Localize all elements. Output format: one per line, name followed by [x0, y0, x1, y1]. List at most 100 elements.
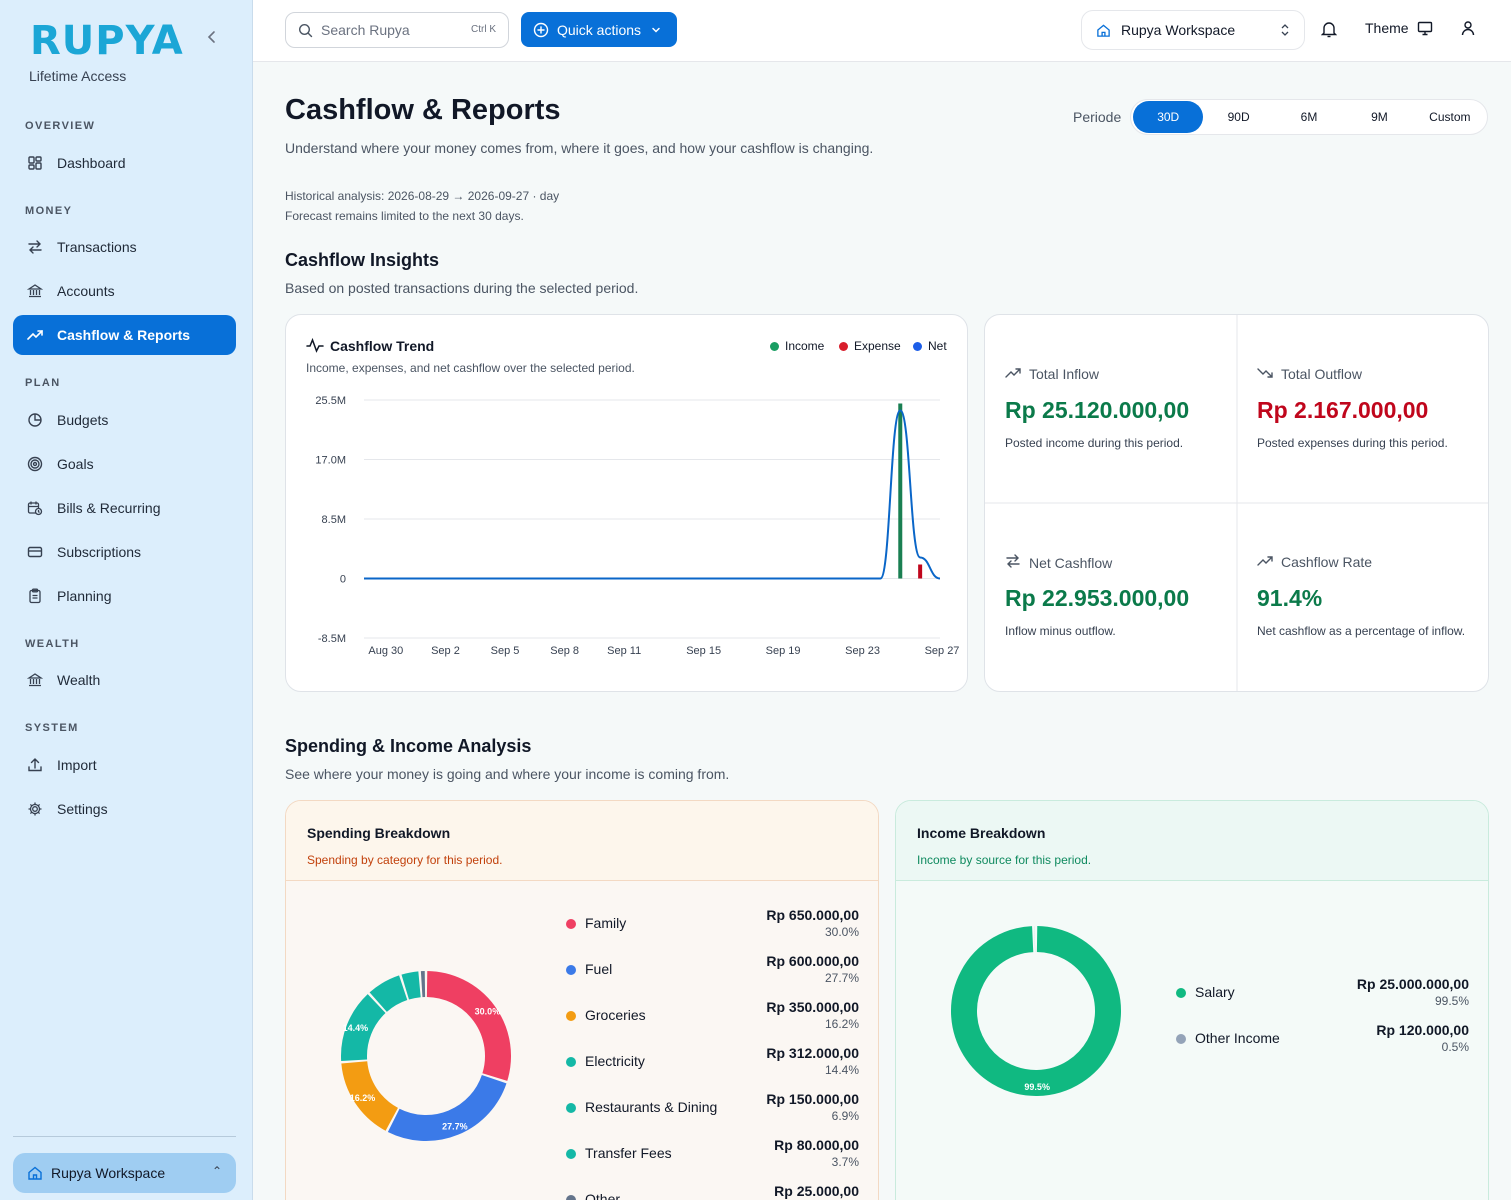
workspace-selector[interactable]: Rupya Workspace	[1081, 10, 1305, 50]
monitor-icon	[1417, 20, 1433, 36]
metric-label: Total Outflow	[1257, 366, 1362, 382]
legend-net[interactable]: Net	[913, 339, 947, 353]
list-item[interactable]: Salary Rp 25.000.000,00 99.5%	[1176, 976, 1469, 1020]
trend-up-icon	[1257, 554, 1273, 570]
quick-actions-button[interactable]: Quick actions	[521, 12, 677, 47]
metric-label: Net Cashflow	[1005, 554, 1112, 571]
sidebar-item-goals[interactable]: Goals	[13, 444, 236, 484]
bank-icon	[27, 672, 43, 688]
sidebar-item-label: Settings	[57, 801, 108, 817]
insights-subtitle: Based on posted transactions during the …	[285, 280, 639, 296]
spending-donut-chart[interactable]: 30.0% 27.7% 16.2% 14.4%	[316, 946, 536, 1166]
sidebar-item-planning[interactable]: Planning	[13, 576, 236, 616]
period-90d-button[interactable]: 90D	[1227, 110, 1250, 124]
workspace-name: Rupya Workspace	[1121, 22, 1236, 38]
list-item[interactable]: Transfer Fees Rp 80.000,00 3.7%	[566, 1137, 859, 1181]
legend-dot	[839, 341, 848, 351]
category-amount: Rp 25.000.000,00	[1356, 976, 1469, 992]
analysis-title: Spending & Income Analysis	[285, 736, 532, 756]
category-name: Other	[585, 1191, 621, 1200]
category-percent: 27.7%	[824, 971, 859, 985]
sidebar-item-import[interactable]: Import	[13, 745, 236, 785]
legend-income[interactable]: Income	[770, 339, 824, 353]
sidebar-item-label: Transactions	[57, 239, 137, 255]
nav-section-overview: OVERVIEW	[25, 120, 96, 132]
metric-note: Net cashflow as a percentage of inflow.	[1257, 624, 1466, 638]
category-color-dot	[566, 919, 576, 929]
donut-slice[interactable]	[426, 971, 511, 1081]
history-info: Historical analysis: 2026-08-29 → 2026-0…	[285, 186, 559, 226]
sidebar-item-bills-recurring[interactable]: Bills & Recurring	[13, 488, 236, 528]
income-subtitle: Income by source for this period.	[917, 853, 1092, 867]
sidebar-item-cashflow-reports[interactable]: Cashflow & Reports	[13, 315, 236, 355]
brand-logo[interactable]: RUPYA	[30, 18, 184, 64]
legend-expense[interactable]: Expense	[839, 339, 901, 353]
arrows-icon	[1005, 554, 1021, 571]
x-tick-label: Sep 27	[925, 645, 960, 657]
list-item[interactable]: Restaurants & Dining Rp 150.000,00 6.9%	[566, 1091, 859, 1135]
collapse-sidebar-icon[interactable]	[205, 28, 219, 49]
legend-label: Net	[928, 339, 947, 353]
category-percent: 3.7%	[831, 1155, 859, 1169]
list-item[interactable]: Family Rp 650.000,00 30.0%	[566, 907, 859, 951]
category-name: Family	[585, 915, 627, 931]
period-30d-button[interactable]: 30D	[1133, 101, 1204, 133]
category-amount: Rp 80.000,00	[774, 1137, 859, 1153]
clipboard-icon	[27, 588, 43, 604]
category-color-dot	[566, 1057, 576, 1067]
period-6m-button[interactable]: 6M	[1300, 110, 1318, 124]
donut-slice[interactable]	[401, 971, 421, 1000]
plan-tagline: Lifetime Access	[29, 68, 127, 84]
sidebar-item-settings[interactable]: Settings	[13, 789, 236, 829]
x-tick-label: Sep 15	[686, 645, 721, 657]
metrics-card: Total Inflow Rp 25.120.000,00 Posted inc…	[984, 314, 1489, 692]
sidebar-item-transactions[interactable]: Transactions	[13, 227, 236, 267]
category-name: Transfer Fees	[585, 1145, 672, 1161]
period-9m-button[interactable]: 9M	[1371, 110, 1388, 124]
search-placeholder: Search Rupya	[321, 22, 410, 38]
period-custom-button[interactable]: Custom	[1429, 110, 1471, 124]
sidebar-item-wealth[interactable]: Wealth	[13, 660, 236, 700]
workspace-switcher[interactable]: Rupya Workspace ⌃	[13, 1153, 236, 1193]
metric-note: Posted income during this period.	[1005, 436, 1184, 450]
x-tick-label: Sep 23	[845, 645, 880, 657]
metric-value: Rp 2.167.000,00	[1257, 397, 1429, 423]
sidebar-item-subscriptions[interactable]: Subscriptions	[13, 532, 236, 572]
donut-slice[interactable]	[341, 1060, 399, 1131]
category-color-dot	[566, 1149, 576, 1159]
theme-toggle[interactable]: Theme	[1365, 20, 1433, 36]
list-item[interactable]: Fuel Rp 600.000,00 27.7%	[566, 953, 859, 997]
sidebar-item-label: Import	[57, 757, 97, 773]
notifications-bell-icon[interactable]	[1320, 20, 1338, 43]
list-item[interactable]: Groceries Rp 350.000,00 16.2%	[566, 999, 859, 1043]
list-item[interactable]: Other Income Rp 120.000,00 0.5%	[1176, 1022, 1469, 1066]
analysis-subtitle: See where your money is going and where …	[285, 766, 730, 782]
y-tick-label: 17.0M	[315, 455, 346, 467]
category-color-dot	[566, 965, 576, 975]
sidebar-item-dashboard[interactable]: Dashboard	[13, 143, 236, 183]
sidebar-item-label: Dashboard	[57, 155, 126, 171]
donut-slice[interactable]	[341, 994, 386, 1061]
sidebar-item-label: Wealth	[57, 672, 101, 688]
category-name: Restaurants & Dining	[585, 1099, 718, 1115]
list-item[interactable]: Electricity Rp 312.000,00 14.4%	[566, 1045, 859, 1089]
cashflow-trend-chart[interactable]: 25.5M 17.0M 8.5M 0 -8.5M Aug 30 Sep 2 Sep 5 Sep …	[286, 315, 969, 693]
nav-section-system: SYSTEM	[25, 722, 79, 734]
spending-header: Spending Breakdown Spending by category …	[286, 801, 878, 881]
category-color-dot	[566, 1011, 576, 1021]
sidebar-item-budgets[interactable]: Budgets	[13, 400, 236, 440]
metric-value: Rp 22.953.000,00	[1005, 585, 1190, 611]
metrics-grid-lines	[985, 315, 1488, 691]
quick-actions-label: Quick actions	[557, 21, 642, 38]
donut-slice[interactable]	[951, 926, 1121, 1096]
workspace-name: Rupya Workspace	[51, 1165, 166, 1181]
income-donut-chart[interactable]: 99.5%	[926, 901, 1146, 1121]
y-tick-label: -8.5M	[318, 633, 346, 645]
donut-slice[interactable]	[369, 975, 408, 1013]
metric-label: Total Inflow	[1005, 366, 1099, 382]
search-input[interactable]: Search Rupya Ctrl K	[285, 12, 509, 48]
user-profile-icon[interactable]	[1460, 20, 1476, 41]
donut-slice[interactable]	[387, 1074, 507, 1141]
sidebar-item-accounts[interactable]: Accounts	[13, 271, 236, 311]
